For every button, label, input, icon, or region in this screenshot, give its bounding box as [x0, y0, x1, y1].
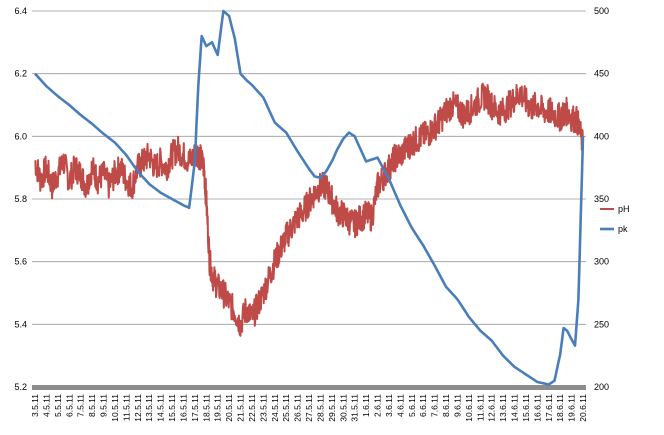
x-tick-label: 13.6.11	[498, 394, 508, 422]
x-axis-ticks: 3.5.11 4.5.11 5.5.11 6.5.11 7.5.11 8.5.11 9.5.…	[30, 394, 588, 422]
x-tick-label: 5.5.11	[53, 394, 63, 417]
x-tick-label: 17.5.11	[190, 394, 200, 422]
y2-tick-label: 450	[594, 69, 609, 79]
x-tick-label: 16.6.11	[532, 394, 542, 422]
x-tick-label: 25.5.11	[281, 394, 291, 422]
x-tick-label: 2.6.11	[373, 394, 383, 417]
x-tick-label: 18.6.11	[555, 394, 565, 422]
y-axis-left-ticks: 5.2 5.4 5.6 5.8 6.0 6.2 6.4	[14, 6, 27, 392]
y-tick-label: 5.6	[14, 257, 27, 267]
x-tick-label: 16.5.11	[178, 394, 188, 422]
x-tick-label: 6.5.11	[64, 394, 74, 417]
x-tick-label: 1.6.11	[361, 394, 371, 417]
y2-tick-label: 500	[594, 6, 609, 16]
x-tick-label: 3.6.11	[384, 394, 394, 417]
y-tick-label: 6.2	[14, 69, 27, 79]
x-tick-label: 27.5.11	[304, 394, 314, 422]
x-tick-label: 18.5.11	[201, 394, 211, 422]
x-tick-label: 4.6.11	[395, 394, 405, 417]
x-tick-label: 31.5.11	[350, 394, 360, 422]
x-tick-label: 3.5.11	[30, 394, 40, 417]
x-tick-label: 12.5.11	[133, 394, 143, 422]
x-tick-label: 19.5.11	[213, 394, 223, 422]
series-line-pk	[34, 9, 585, 386]
x-tick-label: 20.5.11	[224, 394, 234, 422]
x-tick-label: 23.5.11	[258, 394, 268, 422]
y-tick-label: 5.2	[14, 382, 27, 392]
x-tick-label: 14.6.11	[510, 394, 520, 422]
x-tick-label: 15.6.11	[521, 394, 531, 422]
y2-tick-label: 250	[594, 319, 609, 329]
x-tick-label: 9.6.11	[452, 394, 462, 417]
x-tick-label: 30.5.11	[338, 394, 348, 422]
x-tick-label: 14.5.11	[156, 394, 166, 422]
y2-tick-label: 200	[594, 382, 609, 392]
x-tick-label: 15.5.11	[167, 394, 177, 422]
y2-tick-label: 300	[594, 257, 609, 267]
y-tick-label: 5.4	[14, 319, 27, 329]
x-tick-label: 20.6.11	[578, 394, 588, 422]
x-tick-label: 12.6.11	[487, 394, 497, 422]
x-tick-label: 21.5.11	[236, 394, 246, 422]
x-tick-label: 26.5.11	[293, 394, 303, 422]
y-tick-label: 5.8	[14, 194, 27, 204]
x-tick-label: 19.6.11	[567, 394, 577, 422]
x-tick-label: 4.5.11	[41, 394, 51, 417]
x-tick-label: 29.5.11	[327, 394, 337, 422]
x-tick-label: 22.5.11	[247, 394, 257, 422]
x-tick-label: 11.5.11	[121, 394, 131, 421]
x-tick-label: 6.6.11	[418, 394, 428, 417]
y-axis-right-ticks: 200 250 300 350 400 450 500	[594, 6, 609, 392]
y-tick-label: 6.4	[14, 6, 27, 16]
x-tick-label: 9.5.11	[99, 394, 109, 417]
y-tick-label: 6.0	[14, 131, 27, 141]
x-tick-label: 8.6.11	[441, 394, 451, 417]
x-tick-label: 13.5.11	[144, 394, 154, 422]
y2-tick-label: 350	[594, 194, 609, 204]
x-tick-label: 5.6.11	[407, 394, 417, 417]
x-tick-label: 10.6.11	[464, 394, 474, 422]
legend: pH pk	[600, 204, 630, 234]
x-tick-label: 7.5.11	[76, 394, 86, 417]
x-tick-label: 10.5.11	[110, 394, 120, 422]
x-tick-label: 17.6.11	[544, 394, 554, 422]
legend-label-pH: pH	[618, 204, 630, 214]
x-axis-bar	[32, 385, 586, 390]
series-line-pH	[34, 82, 584, 337]
x-tick-label: 24.5.11	[270, 394, 280, 422]
legend-label-pk: pk	[618, 224, 628, 234]
x-tick-label: 7.6.11	[430, 394, 440, 417]
x-tick-label: 28.5.11	[315, 394, 325, 422]
y2-tick-label: 400	[594, 131, 609, 141]
x-tick-label: 11.6.11	[475, 394, 485, 421]
x-tick-label: 8.5.11	[87, 394, 97, 417]
